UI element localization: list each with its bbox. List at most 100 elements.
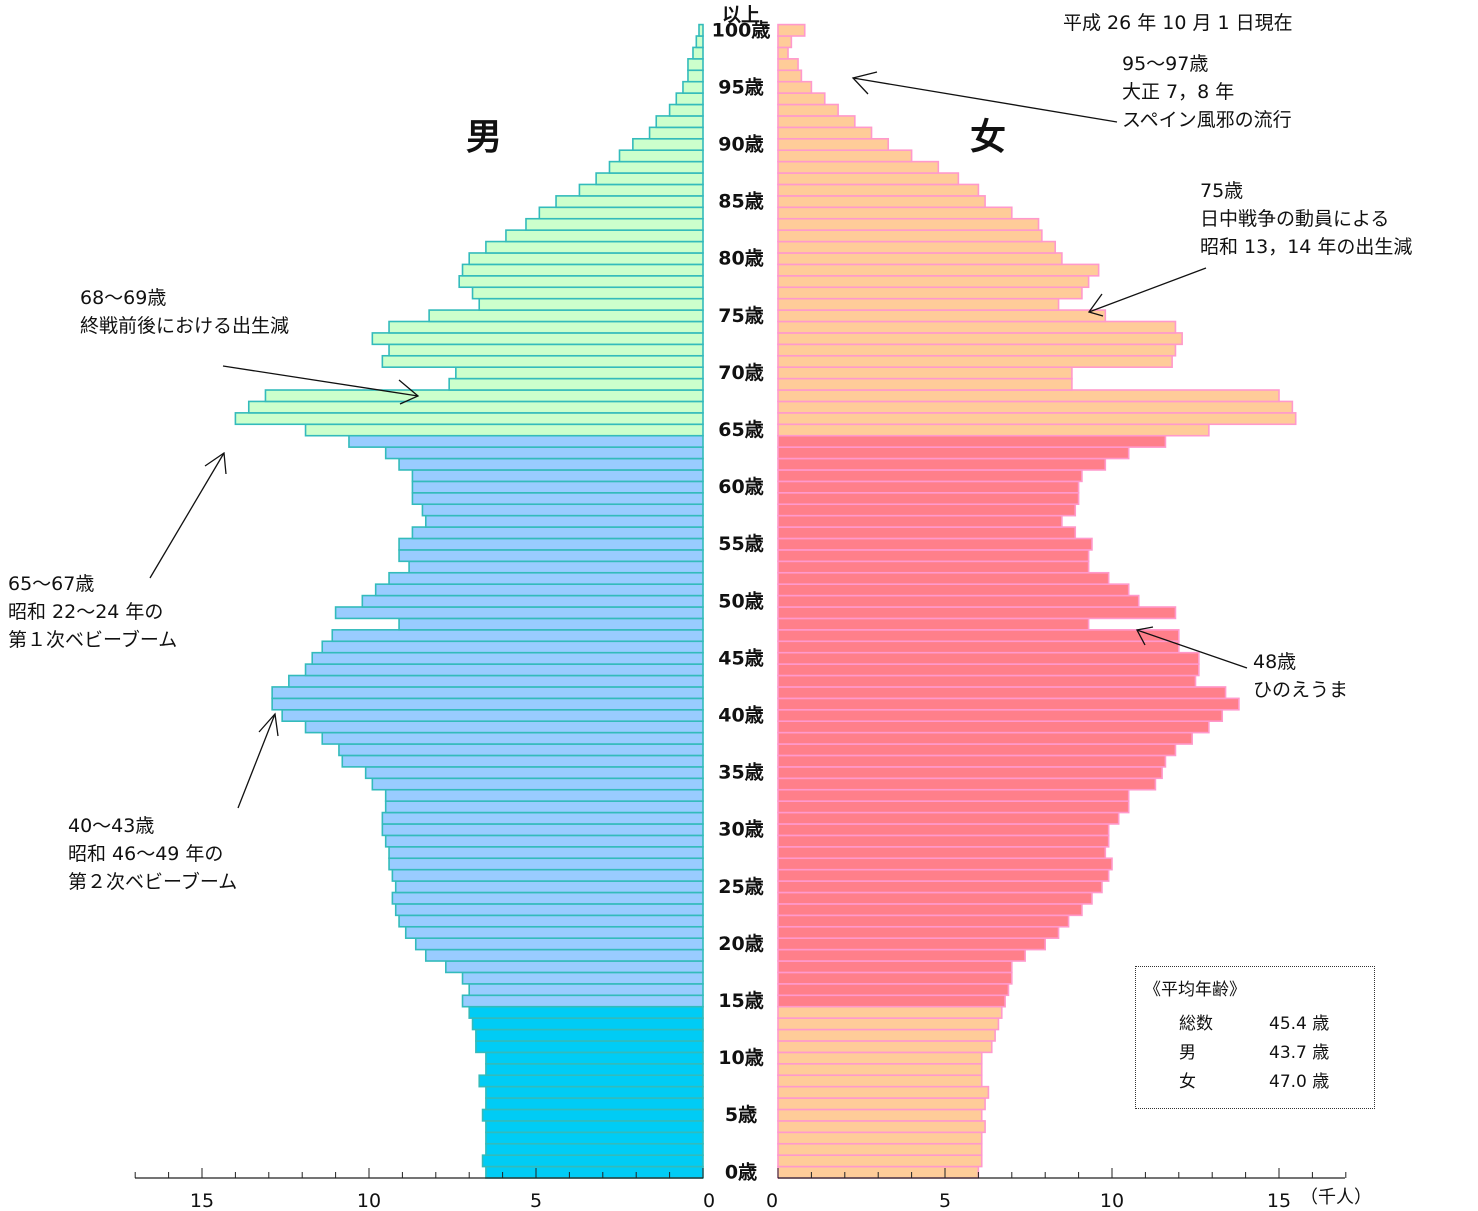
male-bar <box>234 412 704 426</box>
age-label: 35歳 <box>718 762 763 784</box>
male-bar <box>381 811 704 825</box>
male-bar <box>388 320 704 334</box>
male-bar <box>655 115 704 129</box>
age-label: 45歳 <box>718 647 763 669</box>
male-bar <box>461 263 704 277</box>
female-bar <box>777 800 1130 814</box>
male-bar <box>687 58 704 72</box>
female-bar <box>777 720 1210 734</box>
female-bar <box>777 480 1080 494</box>
male-bar <box>384 788 704 802</box>
annotation-line: 昭和 46〜49 年の <box>68 843 224 865</box>
annotation-line: 日中戦争の動員による <box>1200 208 1390 230</box>
male-bar <box>478 1074 704 1088</box>
male-bar <box>485 1131 704 1145</box>
average-age-legend: 《平均年齢》 総数 45.4 歳 男 43.7 歳 女 47.0 歳 <box>1135 966 1375 1109</box>
male-bar <box>485 1085 704 1099</box>
male-bar <box>411 480 704 494</box>
female-bar <box>777 925 1060 939</box>
legend-row-male: 男 43.7 歳 <box>1136 1038 1376 1066</box>
female-bar <box>777 629 1180 643</box>
female-bar <box>777 697 1240 711</box>
female-bar <box>777 1063 983 1077</box>
male-bar <box>682 80 704 94</box>
annotation-line: 第２次ベビーブーム <box>68 871 238 893</box>
male-bar <box>388 343 704 357</box>
male-bar <box>398 617 704 631</box>
female-bar <box>777 23 806 37</box>
male-bar <box>304 720 704 734</box>
male-bar <box>471 286 704 300</box>
female-bar <box>777 446 1130 460</box>
annotation-arrowhead <box>851 71 878 95</box>
female-bar <box>777 583 1130 597</box>
annotation-48: 48歳 ひのえうま <box>1253 648 1348 704</box>
x-tick-label: 5 <box>939 1190 951 1211</box>
male-bar <box>675 92 704 106</box>
female-bar <box>777 491 1080 506</box>
annotation-line: 第１次ベビーブーム <box>8 629 178 651</box>
female-bar <box>777 252 1063 266</box>
male-bar <box>632 137 704 151</box>
annotation-arrowhead <box>398 379 420 405</box>
legend-value: 47.0 歳 <box>1269 1072 1330 1092</box>
male-bar <box>384 800 704 814</box>
female-bar <box>777 880 1103 894</box>
male-bar <box>445 960 704 974</box>
male-bar <box>461 994 704 1008</box>
annotation-line: 昭和 22〜24 年の <box>8 601 164 623</box>
female-bar <box>777 640 1180 654</box>
male-bar <box>424 948 704 962</box>
male-bar <box>391 868 704 882</box>
annotation-line: 95〜97歳 <box>1122 53 1209 75</box>
male-bar <box>648 126 704 140</box>
annotation-arrow <box>852 77 1118 123</box>
male-bar <box>468 252 704 266</box>
legend-label: 女 <box>1179 1072 1196 1092</box>
annotation-68-69: 68〜69歳 終戦前後における出生減 <box>80 284 289 340</box>
male-bar <box>421 503 704 517</box>
female-bar <box>777 663 1200 677</box>
legend-row-total: 総数 45.4 歳 <box>1136 1009 1376 1037</box>
male-bar <box>485 1097 704 1111</box>
female-bar <box>777 891 1093 905</box>
female-bar <box>777 571 1110 585</box>
male-bar <box>695 35 704 49</box>
female-bar <box>777 708 1224 723</box>
female-bar <box>777 526 1077 540</box>
male-bar <box>321 731 704 745</box>
male-bar <box>398 457 704 471</box>
age-label: 100歳 <box>712 19 771 41</box>
female-bar <box>777 1154 983 1168</box>
female-bar <box>777 903 1083 917</box>
female-bar <box>777 1074 983 1088</box>
female-bar <box>777 560 1090 574</box>
male-bar <box>481 1154 704 1168</box>
female-bar <box>777 857 1113 871</box>
legend-label: 総数 <box>1179 1014 1213 1034</box>
male-bar <box>394 880 704 894</box>
age-label: 10歳 <box>718 1047 763 1069</box>
male-bar <box>485 1051 704 1065</box>
female-bar <box>777 1051 983 1065</box>
age-label: 65歳 <box>718 419 763 441</box>
annotation-40-43: 40〜43歳 昭和 46〜49 年の 第２次ベビーブーム <box>68 812 237 896</box>
annotation-line: 65〜67歳 <box>8 573 95 595</box>
unit-label: （千人） <box>1300 1187 1372 1208</box>
female-bar <box>777 58 799 72</box>
annotation-line: スペイン風邪の流行 <box>1122 109 1292 131</box>
female-bar <box>777 1097 986 1111</box>
female-bar <box>777 1028 996 1042</box>
annotation-line: 大正 7，8 年 <box>1122 81 1235 103</box>
male-bar <box>455 366 704 380</box>
female-bar <box>777 434 1167 448</box>
age-label: 80歳 <box>718 248 763 270</box>
female-bar <box>777 674 1197 688</box>
male-bar <box>364 766 704 780</box>
male-bar <box>341 754 704 768</box>
male-bar <box>411 526 704 540</box>
female-bar <box>777 868 1110 882</box>
male-bar <box>485 1120 704 1134</box>
annotation-75: 75歳 日中戦争の動員による 昭和 13，14 年の出生減 <box>1200 177 1412 261</box>
female-bar <box>777 1005 1003 1019</box>
